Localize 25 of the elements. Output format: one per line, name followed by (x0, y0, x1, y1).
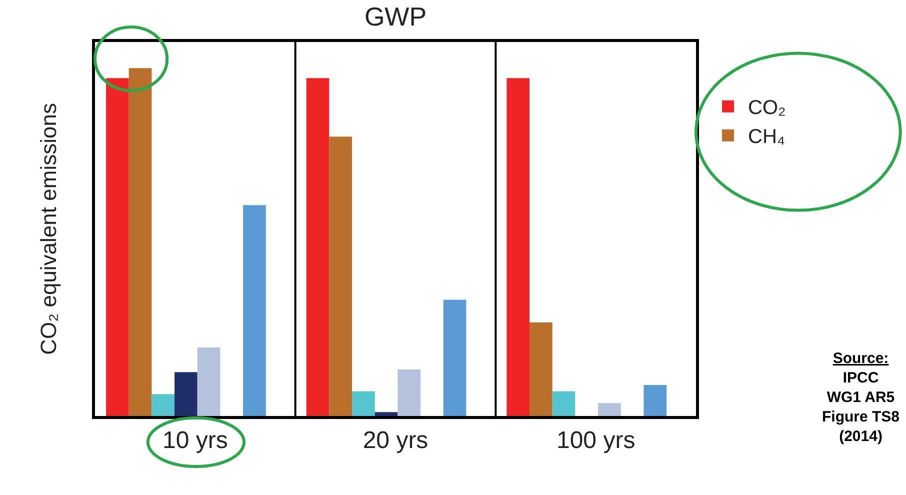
bar (106, 78, 129, 416)
bar (530, 322, 552, 416)
bar (329, 136, 352, 416)
x-tick-label: 100 yrs (556, 426, 636, 454)
legend-label: CO₂ (748, 97, 786, 120)
bar (174, 372, 198, 416)
bar (128, 68, 152, 416)
bar (598, 403, 621, 416)
chart-title: GWP (364, 2, 427, 32)
bar (374, 412, 398, 416)
source-note: Source: IPCC WG1 AR5 Figure TS8 (2014) (822, 350, 900, 445)
bar (552, 391, 576, 416)
bar (398, 369, 421, 416)
bar (352, 391, 375, 416)
bar (197, 347, 220, 416)
bar (644, 385, 667, 416)
y-axis-title: CO₂ equivalent emissions (36, 103, 61, 355)
bar (152, 394, 175, 416)
legend-label: CH₄ (748, 126, 786, 148)
bar (443, 300, 466, 416)
bar (243, 205, 266, 416)
bar (506, 78, 530, 416)
bar (306, 78, 330, 416)
x-tick-label: 10 yrs (162, 426, 228, 454)
x-tick-label: 20 yrs (362, 426, 428, 454)
